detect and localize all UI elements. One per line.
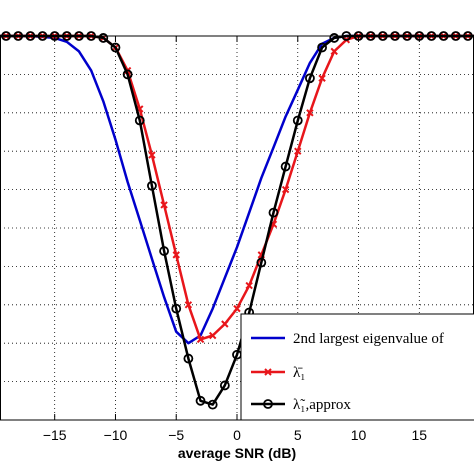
data-point bbox=[318, 74, 326, 82]
legend-entry-3: λ̃₁,approx bbox=[251, 397, 351, 413]
data-point bbox=[208, 331, 217, 340]
data-point bbox=[256, 257, 267, 268]
data-point bbox=[110, 42, 121, 53]
x-tick-label: −10 bbox=[104, 427, 128, 443]
data-point bbox=[305, 73, 315, 84]
x-tick-label: 0 bbox=[233, 427, 241, 443]
data-point bbox=[330, 47, 338, 56]
legend-label: 2nd largest eigenvalue of bbox=[293, 331, 444, 347]
x-tick-label: 5 bbox=[294, 427, 302, 443]
x-axis-label: average SNR (dB) bbox=[178, 445, 296, 461]
legend: 2nd largest eigenvalue of λ̄₁ λ̃₁,approx bbox=[240, 313, 474, 421]
x-tick-label: −5 bbox=[168, 427, 184, 443]
legend-marker bbox=[264, 368, 272, 376]
data-point bbox=[233, 304, 241, 313]
series-line bbox=[0, 34, 474, 345]
legend-label: λ̄₁ bbox=[293, 365, 306, 381]
x-tick-label: 15 bbox=[412, 427, 428, 443]
data-point bbox=[184, 301, 193, 309]
data-point bbox=[147, 180, 157, 191]
data-point bbox=[171, 303, 182, 314]
data-point bbox=[268, 207, 279, 218]
data-point bbox=[160, 201, 168, 209]
data-point bbox=[195, 395, 206, 406]
data-point bbox=[98, 33, 109, 43]
data-point bbox=[207, 399, 218, 410]
data-point bbox=[294, 147, 302, 155]
x-tick-label: 10 bbox=[351, 427, 367, 443]
data-point bbox=[281, 185, 290, 194]
data-point bbox=[292, 115, 303, 126]
data-point bbox=[172, 251, 180, 259]
data-point bbox=[306, 109, 314, 117]
legend-box bbox=[240, 313, 474, 421]
x-tick-label: −15 bbox=[43, 427, 67, 443]
x-axis-ticks: −15 −10 −5 0 5 10 15 bbox=[43, 36, 427, 443]
data-point bbox=[329, 33, 340, 43]
data-point bbox=[159, 246, 169, 256]
data-point bbox=[280, 161, 291, 172]
data-point bbox=[245, 281, 253, 290]
legend-marker bbox=[263, 399, 273, 409]
data-point bbox=[134, 115, 145, 126]
legend-label: λ̃₁,approx bbox=[293, 397, 351, 413]
data-point bbox=[148, 151, 156, 159]
legend-entry-1: 2nd largest eigenvalue of bbox=[251, 331, 444, 347]
data-point bbox=[196, 335, 205, 344]
data-point bbox=[183, 353, 194, 364]
data-point bbox=[317, 42, 327, 53]
series-1 bbox=[0, 34, 474, 345]
data-point bbox=[221, 320, 229, 328]
data-point bbox=[219, 380, 230, 391]
legend-entry-2: λ̄₁ bbox=[251, 365, 306, 381]
data-point bbox=[122, 69, 133, 80]
